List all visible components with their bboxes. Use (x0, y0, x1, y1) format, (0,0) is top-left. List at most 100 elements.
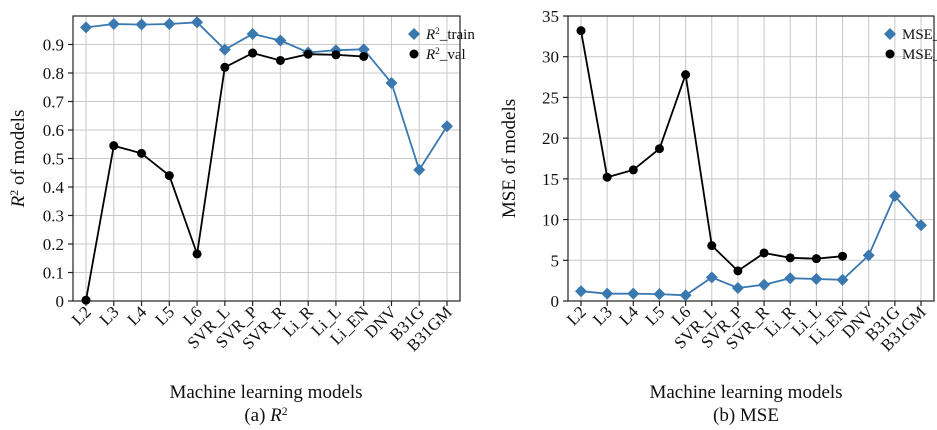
y-tick-label: 0.9 (43, 36, 64, 55)
data-point-circle (137, 148, 147, 158)
legend-label: MSE_trai (902, 27, 937, 43)
data-point-circle (359, 51, 369, 61)
legend: MSE_trai MSE_val (884, 27, 937, 63)
series-val (576, 26, 848, 276)
data-point-circle (681, 70, 691, 80)
chart-panel-a: 00.10.20.30.40.50.60.70.80.9L2 L3 L4 L5 L6SV… (8, 15, 475, 427)
data-point-circle (707, 241, 717, 251)
data-point-diamond (135, 18, 148, 31)
y-tick-label: 15 (542, 170, 559, 189)
data-point-circle (303, 49, 313, 59)
data-point-diamond (888, 189, 901, 202)
legend-marker-circle (409, 49, 419, 59)
data-point-circle (248, 48, 258, 58)
y-tick-label: 0 (551, 292, 560, 311)
data-point-diamond (191, 16, 204, 29)
data-point-diamond (274, 34, 287, 47)
data-point-diamond (731, 281, 744, 294)
data-point-diamond (441, 120, 453, 133)
data-point-diamond (575, 285, 587, 298)
y-axis-label: MSE of models (499, 99, 520, 218)
data-point-circle (81, 295, 91, 305)
panel-caption: (b) MSE (713, 405, 779, 426)
x-tick-label: L4 (615, 302, 642, 329)
data-point-diamond (836, 273, 849, 286)
data-point-circle (192, 249, 202, 259)
y-tick-label: 0.2 (43, 235, 64, 254)
data-point-diamond (784, 272, 797, 285)
data-point-circle (164, 171, 174, 181)
y-tick-label: 10 (542, 211, 559, 230)
y-tick-label: 30 (542, 48, 559, 67)
panel-caption: (a) R2 (244, 405, 287, 427)
data-point-circle (654, 144, 664, 154)
plot-frame (567, 15, 935, 302)
data-point-diamond (915, 219, 927, 232)
data-point-circle (109, 141, 119, 151)
x-tick-label: L5 (151, 302, 178, 329)
data-point-diamond (653, 288, 666, 301)
data-point-circle (331, 50, 341, 60)
data-point-circle (811, 254, 821, 264)
gridlines (568, 15, 934, 302)
y-tick-label: 0.3 (43, 207, 64, 226)
data-point-circle (628, 165, 638, 175)
data-point-diamond (107, 17, 120, 30)
data-point-circle (602, 172, 612, 182)
x-tick-label: L5 (641, 302, 668, 329)
y-tick-label: 0 (56, 292, 65, 311)
y-tick-label: 5 (551, 251, 560, 270)
x-tick-label: L2 (68, 302, 95, 329)
y-tick-label: 35 (542, 7, 559, 26)
data-point-diamond (163, 17, 176, 30)
data-point-diamond (385, 76, 398, 89)
legend: R2_train R2_val (408, 27, 475, 63)
x-tick-label: L2 (563, 302, 590, 329)
gridlines (73, 16, 460, 302)
y-tick-label: 20 (542, 129, 559, 148)
data-point-diamond (357, 43, 370, 56)
data-point-diamond (862, 249, 875, 262)
x-axis-label: Machine learning models (169, 382, 362, 403)
y-tick-label: 0.1 (43, 264, 64, 283)
series-line (580, 194, 922, 297)
legend-marker-circle (885, 49, 895, 59)
data-point-diamond (246, 27, 259, 40)
data-point-circle (785, 253, 795, 263)
data-point-diamond (810, 273, 823, 286)
data-point-diamond (758, 278, 771, 291)
x-tick-label: L4 (124, 302, 151, 329)
x-tick-label: L3 (96, 302, 123, 329)
series-val (81, 48, 369, 305)
y-tick-label: 25 (542, 88, 559, 107)
data-point-circle (220, 62, 230, 72)
y-tick-label: 0.7 (43, 93, 65, 112)
data-point-diamond (601, 287, 614, 300)
legend-label: MSE_val (902, 47, 937, 63)
data-point-circle (576, 26, 586, 36)
data-point-diamond (679, 289, 692, 302)
y-tick-label: 0.4 (43, 178, 65, 197)
data-point-circle (838, 251, 848, 261)
y-tick-label: 0.6 (43, 121, 64, 140)
data-point-diamond (627, 287, 640, 300)
legend-marker-diamond (408, 28, 420, 40)
data-point-diamond (413, 163, 426, 176)
legend-label: R2_train (425, 27, 475, 43)
y-tick-label: 0.8 (43, 64, 64, 83)
data-point-circle (759, 248, 769, 258)
data-point-diamond (218, 43, 231, 56)
y-tick-label: 0.5 (43, 150, 64, 169)
legend-label: R2_val (425, 47, 466, 63)
data-point-circle (733, 266, 743, 276)
y-axis-label: R2 of models (8, 110, 30, 209)
x-tick-label: L3 (589, 302, 616, 329)
series-train (80, 16, 453, 176)
data-point-circle (275, 55, 285, 65)
data-point-diamond (80, 21, 92, 34)
series-train (575, 189, 927, 302)
data-point-diamond (705, 271, 718, 284)
x-axis-label: Machine learning models (649, 382, 842, 403)
